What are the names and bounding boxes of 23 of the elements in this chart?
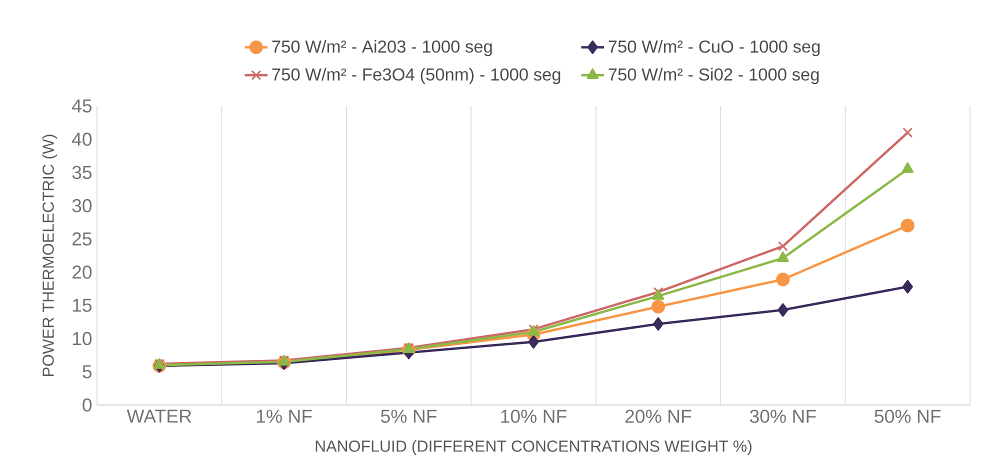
x-tick-label: 5% NF <box>381 410 437 423</box>
y-tick-label: 15 <box>72 298 92 312</box>
x-tick-label: 20% NF <box>625 410 692 423</box>
x-tick-label: 1% NF <box>256 410 312 423</box>
y-tick-label: 0 <box>82 398 92 412</box>
y-tick-label: 45 <box>72 99 92 113</box>
y-tick-label: 40 <box>72 132 92 146</box>
legend-label: 750 W/m² - Ai203 - 1000 seg <box>272 40 492 56</box>
y-tick-label: 20 <box>72 265 92 279</box>
y-axis-title: POWER THERMOELECTRIC (W) <box>42 134 58 376</box>
y-tick-label: 35 <box>72 166 92 180</box>
y-tick-label: 25 <box>72 232 92 246</box>
legend-label: 750 W/m² - Si02 - 1000 seg <box>608 68 819 84</box>
y-tick-label: 10 <box>72 332 92 346</box>
x-tick-label: WATER <box>126 410 192 423</box>
x-tick-label: 30% NF <box>750 410 816 423</box>
legend-label: 750 W/m² - Fe3O4 (50nm) - 1000 seg <box>272 68 560 84</box>
legend-label: 750 W/m² - CuO - 1000 seg <box>608 40 820 56</box>
y-tick-label: 30 <box>72 199 92 212</box>
x-axis-title: NANOFLUID (DIFFERENT CONCENTRATIONS WEIGHT %) <box>316 440 752 455</box>
y-tick-label: 5 <box>82 365 92 378</box>
x-tick-label: 50% NF <box>874 410 941 423</box>
x-tick-label: 10% NF <box>501 410 566 423</box>
